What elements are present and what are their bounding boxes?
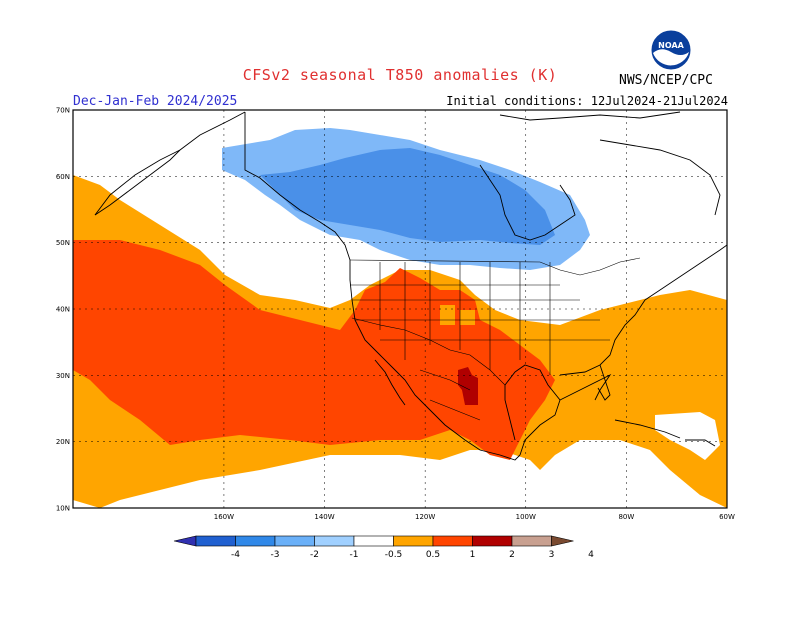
colorbar-label: 1 [470, 550, 476, 560]
political-borders [349, 257, 641, 421]
lon-tick-label: 140W [314, 513, 334, 521]
cold-anomaly-region-2-1 [260, 148, 555, 245]
colorbar-label: 4 [588, 550, 594, 560]
colorbar-label: -1 [350, 550, 359, 560]
warm-anomaly-region-2-3 [458, 367, 478, 405]
colorbar-segment [472, 535, 513, 547]
colorbar-label: 3 [549, 550, 555, 560]
colorbar-label: 2 [509, 550, 515, 560]
lon-tick-label: 120W [415, 513, 435, 521]
colorbar-label: -4 [231, 550, 240, 560]
colorbar-segment [432, 535, 473, 547]
lat-tick-label: 30N [56, 372, 70, 380]
coastlines [94, 111, 728, 461]
logo-text: NOAA [658, 41, 684, 50]
warm-anomaly-region-1-2 [73, 240, 555, 460]
lat-tick-label: 20N [56, 438, 70, 446]
noaa-logo-icon: NOAA [651, 30, 691, 70]
colorbar-segment [511, 535, 552, 547]
colorbar-segment [314, 535, 355, 547]
colorbar-segment [235, 535, 276, 547]
colorbar-label: -2 [310, 550, 319, 560]
map-frame [72, 109, 728, 509]
agency-label: NWS/NCEP/CPC [619, 73, 713, 88]
map-title: CFSv2 seasonal T850 anomalies (K) [242, 66, 558, 84]
colorbar-min-arrow [173, 535, 197, 547]
lat-tick-label: 60N [56, 173, 70, 181]
lat-tick-label: 50N [56, 239, 70, 247]
colorbar: -4 -3 -2 -1 -0.5 0.5 1 2 3 4 [173, 535, 594, 560]
lat-tick-label: 70N [56, 107, 70, 115]
latitude-labels: 70N 60N 50N 40N 30N 20N 10N [56, 107, 70, 513]
colorbar-max-arrow [551, 535, 574, 547]
colorbar-segment [353, 535, 394, 547]
colorbar-segment [195, 535, 236, 547]
lon-tick-label: 160W [214, 513, 234, 521]
lat-tick-label: 10N [56, 505, 70, 513]
forecast-period: Dec-Jan-Feb 2024/2025 [73, 94, 238, 109]
lon-tick-label: 60W [719, 513, 735, 521]
graticule [73, 110, 727, 508]
lon-tick-label: 100W [516, 513, 536, 521]
colorbar-label: 0.5 [426, 550, 440, 560]
lon-tick-label: 80W [618, 513, 634, 521]
colorbar-label: -3 [271, 550, 280, 560]
colorbar-segment [393, 535, 434, 547]
colorbar-segment [274, 535, 315, 547]
initial-conditions: Initial conditions: 12Jul2024-21Jul2024 [446, 94, 728, 108]
longitude-labels: 160W 140W 120W 100W 80W 60W [214, 513, 735, 521]
colorbar-label: -0.5 [385, 550, 403, 560]
anomaly-field [73, 128, 727, 508]
lat-tick-label: 40N [56, 306, 70, 314]
